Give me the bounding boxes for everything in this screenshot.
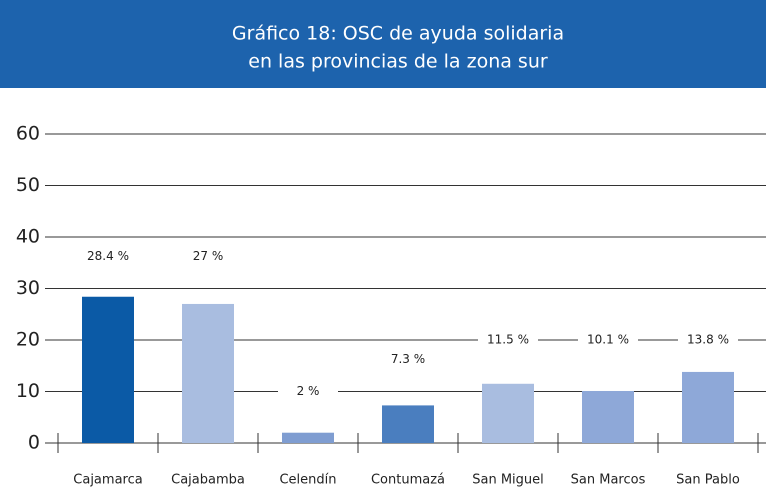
x-tick-label: Contumazá: [371, 473, 445, 488]
value-label: 7.3 %: [391, 352, 425, 366]
y-tick-label: 0: [28, 432, 40, 454]
x-tick-label: Celendín: [279, 473, 336, 488]
y-tick-label: 30: [16, 277, 40, 299]
value-label-bg: [578, 331, 638, 349]
value-label-bg: [678, 331, 738, 349]
x-tick-label: Cajabamba: [171, 473, 245, 488]
bar: [382, 405, 434, 443]
value-label-bg: [178, 247, 238, 266]
value-label-bg: [278, 382, 338, 401]
y-tick-label: 20: [16, 329, 40, 351]
value-label-bg: [78, 247, 138, 266]
x-tick-label: San Marcos: [571, 473, 646, 488]
title-band: [0, 0, 766, 88]
chart-title: Gráfico 18: OSC de ayuda solidaria: [232, 23, 564, 45]
y-tick-label: 60: [16, 123, 40, 145]
value-label-bg: [378, 350, 438, 369]
value-label: 13.8 %: [687, 333, 729, 347]
value-label: 10.1 %: [587, 333, 629, 347]
bar: [282, 432, 334, 443]
x-tick-label: San Pablo: [676, 473, 740, 488]
x-tick-label: San Miguel: [472, 473, 544, 488]
value-label-bg: [478, 331, 538, 349]
value-label: 28.4 %: [87, 249, 129, 263]
bar: [82, 296, 134, 443]
y-tick-label: 40: [16, 226, 40, 248]
chart-title: en las provincias de la zona sur: [248, 51, 548, 73]
bar: [482, 383, 534, 443]
bar: [182, 303, 234, 443]
bar: [682, 371, 734, 443]
x-tick-label: Cajamarca: [73, 473, 142, 488]
value-label: 11.5 %: [487, 333, 529, 347]
bar: [582, 390, 634, 443]
value-label: 27 %: [193, 249, 224, 263]
y-tick-label: 10: [16, 380, 40, 402]
y-tick-label: 50: [16, 174, 40, 196]
value-label: 2 %: [297, 384, 320, 398]
